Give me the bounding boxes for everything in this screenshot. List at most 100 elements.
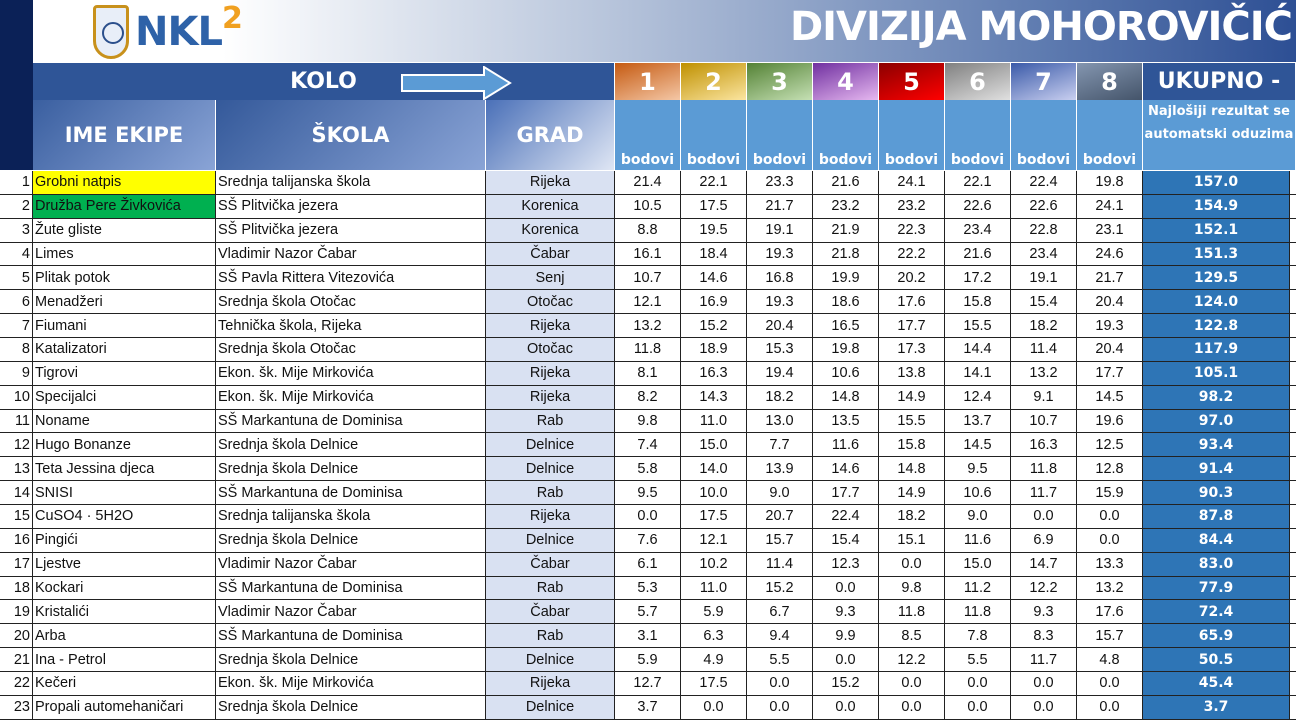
total-cell[interactable]: 154.9 — [1143, 194, 1290, 218]
score-cell-round-6[interactable]: 7.8 — [945, 624, 1011, 648]
city-cell[interactable]: Rab — [486, 576, 615, 600]
table-row[interactable]: 2 Družba Pere Živkovića SŠ Plitvička jezer… — [0, 194, 1296, 219]
team-name-cell[interactable]: Družba Pere Živkovića — [33, 194, 216, 218]
score-cell-round-4[interactable]: 21.6 — [813, 171, 879, 194]
score-cell-round-3[interactable]: 23.3 — [747, 171, 813, 194]
total-cell[interactable]: 93.4 — [1143, 433, 1290, 457]
score-cell-round-1[interactable]: 11.8 — [615, 338, 681, 361]
score-cell-round-7[interactable]: 22.6 — [1011, 194, 1077, 218]
score-cell-round-4[interactable]: 15.2 — [813, 672, 879, 695]
score-cell-round-1[interactable]: 0.0 — [615, 505, 681, 528]
school-cell[interactable]: Srednja talijanska škola — [216, 505, 486, 528]
table-row[interactable]: 15 CuSO4 · 5H2O Srednja talijanska škola Ri… — [0, 505, 1296, 529]
score-cell-round-6[interactable]: 12.4 — [945, 385, 1011, 409]
city-cell[interactable]: Rijeka — [486, 505, 615, 528]
score-cell-round-5[interactable]: 20.2 — [879, 266, 945, 290]
score-cell-round-5[interactable]: 23.2 — [879, 194, 945, 218]
city-cell[interactable]: Korenica — [486, 194, 615, 218]
score-cell-round-8[interactable]: 17.7 — [1077, 361, 1143, 385]
table-row[interactable]: 6 Menadžeri Srednja škola Otočac Otočac 12.1… — [0, 290, 1296, 315]
city-cell[interactable]: Rab — [486, 624, 615, 648]
score-cell-round-2[interactable]: 14.3 — [681, 385, 747, 409]
score-cell-round-6[interactable]: 11.2 — [945, 576, 1011, 600]
score-cell-round-7[interactable]: 9.3 — [1011, 600, 1077, 624]
score-cell-round-7[interactable]: 22.8 — [1011, 218, 1077, 242]
city-cell[interactable]: Korenica — [486, 218, 615, 242]
score-cell-round-5[interactable]: 11.8 — [879, 600, 945, 624]
total-cell[interactable]: 157.0 — [1143, 171, 1290, 194]
school-cell[interactable]: SŠ Pavla Rittera Vitezovića — [216, 266, 486, 290]
score-cell-round-2[interactable]: 14.6 — [681, 266, 747, 290]
score-cell-round-6[interactable]: 22.1 — [945, 171, 1011, 194]
score-cell-round-2[interactable]: 10.2 — [681, 552, 747, 576]
score-cell-round-3[interactable]: 7.7 — [747, 433, 813, 457]
score-cell-round-6[interactable]: 15.0 — [945, 552, 1011, 576]
score-cell-round-8[interactable]: 0.0 — [1077, 695, 1143, 719]
score-cell-round-6[interactable]: 14.1 — [945, 361, 1011, 385]
team-name-cell[interactable]: Hugo Bonanze — [33, 433, 216, 457]
score-cell-round-6[interactable]: 0.0 — [945, 695, 1011, 719]
table-row[interactable]: 18 Kockari SŠ Markantuna de Dominisa Rab 5.3… — [0, 576, 1296, 601]
score-cell-round-7[interactable]: 16.3 — [1011, 433, 1077, 457]
score-cell-round-7[interactable]: 23.4 — [1011, 242, 1077, 266]
score-cell-round-2[interactable]: 17.5 — [681, 505, 747, 528]
score-cell-round-5[interactable]: 15.1 — [879, 528, 945, 552]
school-cell[interactable]: SŠ Plitvička jezera — [216, 194, 486, 218]
team-name-cell[interactable]: Žute gliste — [33, 218, 216, 242]
score-cell-round-5[interactable]: 22.3 — [879, 218, 945, 242]
school-cell[interactable]: SŠ Markantuna de Dominisa — [216, 576, 486, 600]
score-cell-round-3[interactable]: 13.0 — [747, 409, 813, 433]
total-cell[interactable]: 77.9 — [1143, 576, 1290, 600]
score-cell-round-1[interactable]: 16.1 — [615, 242, 681, 266]
score-cell-round-4[interactable]: 23.2 — [813, 194, 879, 218]
city-cell[interactable]: Rijeka — [486, 361, 615, 385]
score-cell-round-8[interactable]: 21.7 — [1077, 266, 1143, 290]
score-cell-round-5[interactable]: 12.2 — [879, 648, 945, 672]
score-cell-round-7[interactable]: 11.7 — [1011, 648, 1077, 672]
score-cell-round-5[interactable]: 17.6 — [879, 290, 945, 314]
total-cell[interactable]: 45.4 — [1143, 672, 1290, 695]
score-cell-round-7[interactable]: 9.1 — [1011, 385, 1077, 409]
score-cell-round-1[interactable]: 3.1 — [615, 624, 681, 648]
score-cell-round-5[interactable]: 15.5 — [879, 409, 945, 433]
team-name-cell[interactable]: Tigrovi — [33, 361, 216, 385]
total-cell[interactable]: 50.5 — [1143, 648, 1290, 672]
total-cell[interactable]: 91.4 — [1143, 457, 1290, 481]
score-cell-round-3[interactable]: 19.3 — [747, 242, 813, 266]
score-cell-round-8[interactable]: 0.0 — [1077, 672, 1143, 695]
team-name-cell[interactable]: Teta Jessina djeca — [33, 457, 216, 481]
score-cell-round-1[interactable]: 12.1 — [615, 290, 681, 314]
score-cell-round-2[interactable]: 15.0 — [681, 433, 747, 457]
table-row[interactable]: 9 Tigrovi Ekon. šk. Mije Mirkovića Rijeka 8.… — [0, 361, 1296, 386]
score-cell-round-4[interactable]: 0.0 — [813, 576, 879, 600]
score-cell-round-2[interactable]: 6.3 — [681, 624, 747, 648]
score-cell-round-7[interactable]: 14.7 — [1011, 552, 1077, 576]
team-name-cell[interactable]: Grobni natpis — [33, 171, 216, 194]
score-cell-round-3[interactable]: 11.4 — [747, 552, 813, 576]
school-cell[interactable]: Ekon. šk. Mije Mirkovića — [216, 361, 486, 385]
score-cell-round-4[interactable]: 12.3 — [813, 552, 879, 576]
score-cell-round-7[interactable]: 19.1 — [1011, 266, 1077, 290]
table-row[interactable]: 8 Katalizatori Srednja škola Otočac Otočac 1… — [0, 338, 1296, 362]
score-cell-round-2[interactable]: 17.5 — [681, 672, 747, 695]
total-cell[interactable]: 122.8 — [1143, 314, 1290, 338]
school-cell[interactable]: Vladimir Nazor Čabar — [216, 600, 486, 624]
score-cell-round-3[interactable]: 21.7 — [747, 194, 813, 218]
city-cell[interactable]: Rab — [486, 481, 615, 505]
score-cell-round-1[interactable]: 8.2 — [615, 385, 681, 409]
score-cell-round-6[interactable]: 22.6 — [945, 194, 1011, 218]
city-cell[interactable]: Rijeka — [486, 171, 615, 194]
score-cell-round-5[interactable]: 8.5 — [879, 624, 945, 648]
school-cell[interactable]: Tehnička škola, Rijeka — [216, 314, 486, 338]
total-cell[interactable]: 90.3 — [1143, 481, 1290, 505]
total-cell[interactable]: 3.7 — [1143, 695, 1290, 719]
school-cell[interactable]: Ekon. šk. Mije Mirkovića — [216, 385, 486, 409]
score-cell-round-6[interactable]: 9.5 — [945, 457, 1011, 481]
score-cell-round-3[interactable]: 19.3 — [747, 290, 813, 314]
school-cell[interactable]: SŠ Markantuna de Dominisa — [216, 409, 486, 433]
score-cell-round-8[interactable]: 14.5 — [1077, 385, 1143, 409]
score-cell-round-8[interactable]: 13.2 — [1077, 576, 1143, 600]
team-name-cell[interactable]: Pingići — [33, 528, 216, 552]
score-cell-round-5[interactable]: 17.3 — [879, 338, 945, 361]
total-cell[interactable]: 151.3 — [1143, 242, 1290, 266]
